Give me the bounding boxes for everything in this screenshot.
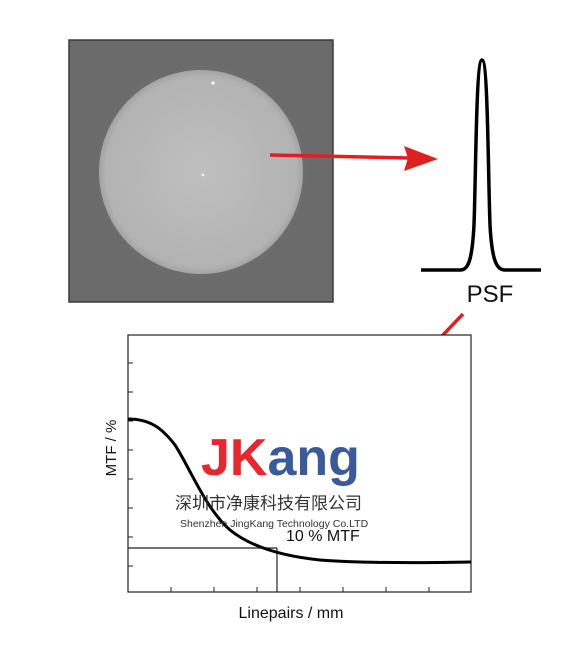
mtf-curve — [127, 417, 472, 565]
company-name-en: Shenzhen JingKang Technology Co.LTD — [180, 518, 369, 530]
mtf10-annotation: 10 % MTF — [286, 528, 360, 545]
bright-pixel — [211, 81, 215, 85]
plot-frame — [127, 334, 472, 593]
y-axis-label: MTF / % — [103, 420, 120, 477]
psf-curve — [421, 58, 541, 272]
x-axis-label: Linepairs / mm — [239, 605, 344, 622]
company-name-cn: 深圳市净康科技有限公司 — [175, 494, 362, 514]
brand-watermark: JKang 深圳市净康科技有限公司 Shenzhen JingKang Tech… — [175, 429, 369, 530]
test-disc — [99, 70, 303, 274]
detector-image — [68, 39, 334, 303]
bright-pixel — [201, 173, 205, 177]
x-ticks — [170, 587, 430, 592]
y-ticks — [128, 362, 133, 567]
arrow-to-psf — [269, 146, 438, 171]
psf-label: PSF — [467, 281, 514, 308]
brand-logo: JKang — [201, 429, 360, 487]
mtf-plot — [127, 334, 472, 593]
